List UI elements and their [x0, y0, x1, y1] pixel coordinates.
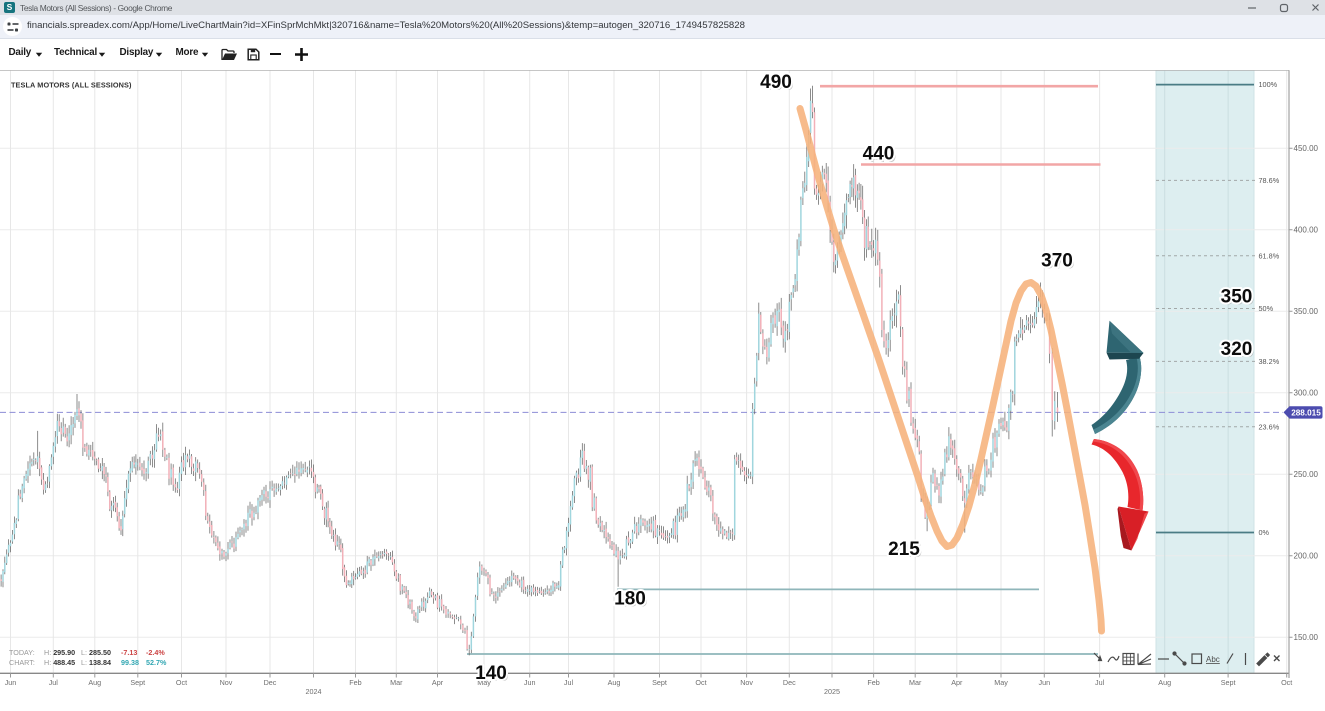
svg-text:180: 180 [616, 591, 648, 612]
svg-text:215: 215 [890, 541, 922, 562]
svg-text:370: 370 [1041, 251, 1073, 272]
svg-text:TODAY:: TODAY: [9, 648, 35, 657]
svg-text:Jun: Jun [5, 678, 17, 687]
svg-text:Aug: Aug [608, 678, 621, 687]
svg-text:99.38: 99.38 [121, 658, 139, 667]
svg-text:250.00: 250.00 [1294, 470, 1319, 479]
svg-text:-7.13: -7.13 [121, 648, 137, 657]
svg-text:Dec: Dec [264, 678, 277, 687]
svg-text:350: 350 [1221, 287, 1253, 308]
svg-text:78.6%: 78.6% [1259, 176, 1280, 185]
svg-text:TESLA MOTORS (ALL SESSIONS): TESLA MOTORS (ALL SESSIONS) [11, 81, 132, 90]
svg-text:320: 320 [1221, 339, 1253, 360]
svg-text:440: 440 [865, 146, 897, 167]
svg-text:Oct: Oct [176, 678, 187, 687]
svg-text:215: 215 [888, 539, 920, 560]
svg-text:370: 370 [1043, 253, 1075, 274]
svg-text:Apr: Apr [951, 678, 963, 687]
svg-text:450.00: 450.00 [1294, 144, 1319, 153]
svg-text:0%: 0% [1259, 528, 1270, 537]
svg-text:Jun: Jun [1039, 678, 1051, 687]
svg-text:52.7%: 52.7% [146, 658, 167, 667]
svg-text:23.6%: 23.6% [1259, 422, 1280, 431]
svg-text:440: 440 [863, 144, 895, 165]
svg-text:Sept: Sept [652, 678, 667, 687]
svg-text:50%: 50% [1259, 304, 1274, 313]
svg-text:-2.4%: -2.4% [146, 648, 165, 657]
svg-text:Aug: Aug [1158, 678, 1171, 687]
svg-text:100%: 100% [1259, 80, 1278, 89]
svg-text:Oct: Oct [695, 678, 706, 687]
svg-text:320: 320 [1223, 341, 1255, 362]
svg-text:400.00: 400.00 [1294, 226, 1319, 235]
svg-text:CHART:: CHART: [9, 658, 35, 667]
svg-text:2025: 2025 [824, 687, 840, 696]
svg-text:Mar: Mar [390, 678, 403, 687]
svg-text:Jul: Jul [564, 678, 574, 687]
svg-text:Sept: Sept [1221, 678, 1236, 687]
svg-text:Abc: Abc [1206, 655, 1220, 664]
svg-text:350: 350 [1223, 289, 1255, 310]
svg-text:490: 490 [760, 72, 792, 93]
svg-text:140: 140 [475, 663, 507, 684]
svg-text:Dec: Dec [783, 678, 796, 687]
svg-text:L: 285.50: L: 285.50 [81, 648, 111, 657]
svg-text:38.2%: 38.2% [1259, 357, 1280, 366]
svg-text:Nov: Nov [220, 678, 233, 687]
svg-text:Jun: Jun [524, 678, 536, 687]
svg-text:Apr: Apr [432, 678, 444, 687]
svg-text:Oct: Oct [1281, 678, 1292, 687]
svg-text:200.00: 200.00 [1294, 552, 1319, 561]
svg-text:Sept: Sept [130, 678, 145, 687]
svg-text:May: May [477, 678, 491, 687]
svg-text:Nov: Nov [740, 678, 753, 687]
svg-text:Mar: Mar [909, 678, 922, 687]
svg-text:61.8%: 61.8% [1259, 251, 1280, 260]
svg-text:L: 138.84: L: 138.84 [81, 658, 111, 667]
svg-text:2024: 2024 [306, 687, 322, 696]
svg-text:H: 488.45: H: 488.45 [44, 658, 75, 667]
svg-text:490: 490 [762, 74, 794, 95]
svg-text:288.015: 288.015 [1291, 408, 1321, 417]
svg-text:150.00: 150.00 [1294, 633, 1319, 642]
svg-text:Jul: Jul [49, 678, 59, 687]
svg-text:Feb: Feb [867, 678, 879, 687]
svg-text:350.00: 350.00 [1294, 307, 1319, 316]
svg-text:140: 140 [477, 665, 509, 686]
svg-text:H: 295.90: H: 295.90 [44, 648, 75, 657]
svg-text:300.00: 300.00 [1294, 389, 1319, 398]
svg-text:180: 180 [614, 589, 646, 610]
svg-text:Jul: Jul [1095, 678, 1105, 687]
svg-text:Feb: Feb [349, 678, 361, 687]
svg-text:Aug: Aug [88, 678, 101, 687]
svg-text:May: May [994, 678, 1008, 687]
